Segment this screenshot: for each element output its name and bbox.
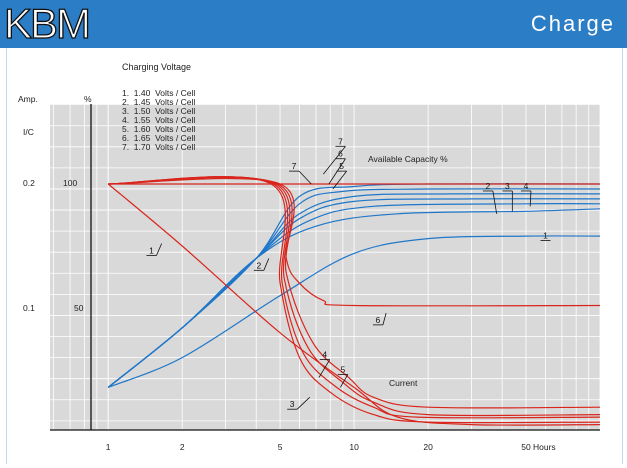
curve-label: 5 bbox=[339, 161, 344, 171]
chart-title: Charging Voltage bbox=[122, 62, 191, 72]
capacity-line-1 bbox=[107, 235, 601, 388]
curve-label-leader bbox=[332, 170, 347, 190]
curve-label-leader bbox=[263, 258, 270, 271]
curve-label: 6 bbox=[376, 315, 381, 325]
legend-item-2: 2. 1.45 Volts / Cell bbox=[122, 97, 195, 107]
current-annotation: Current bbox=[389, 378, 418, 388]
legend-item-4: 4. 1.55 Volts / Cell bbox=[122, 115, 195, 125]
curve-label: 1 bbox=[149, 245, 154, 255]
capacity-annotation: Available Capacity % bbox=[368, 154, 448, 164]
current-line-3 bbox=[108, 176, 601, 419]
y-left-tick-ic: I/C bbox=[23, 127, 34, 137]
x-tick-label: 50 bbox=[521, 442, 531, 452]
current-line-4 bbox=[108, 176, 601, 417]
curve-label: 7 bbox=[292, 161, 297, 171]
curve-label-leader bbox=[340, 374, 349, 388]
curve-label-leader bbox=[156, 243, 163, 256]
x-tick-label: 1 bbox=[106, 442, 111, 452]
x-axis-label: Hours bbox=[533, 442, 556, 452]
x-tick-label: 5 bbox=[278, 442, 283, 452]
legend-item-6: 6. 1.65 Volts / Cell bbox=[122, 133, 195, 143]
curve-label: 4 bbox=[524, 181, 529, 191]
y-left-tick-01: 0.1 bbox=[23, 303, 35, 313]
curve-label-leader bbox=[529, 190, 532, 207]
curve-label-leader bbox=[296, 396, 310, 410]
x-tick-label: 2 bbox=[180, 442, 185, 452]
y-left-label: Amp. bbox=[18, 94, 38, 104]
curve-label: 2 bbox=[486, 181, 491, 191]
curve-label-leader bbox=[323, 146, 346, 175]
header-bar: KBM Charge bbox=[0, 0, 627, 48]
current-curves bbox=[107, 176, 601, 426]
content-frame bbox=[6, 48, 623, 464]
curve-labels: 2 3 4 1 1 2 3 4 5 6 7 7 6 5 bbox=[146, 136, 551, 410]
curve-label: 3 bbox=[290, 399, 295, 409]
x-tick-labels: 1 2 5 10 20 50 bbox=[106, 442, 531, 452]
curve-label: 3 bbox=[505, 181, 510, 191]
curve-label: 1 bbox=[543, 231, 548, 241]
curve-label: 5 bbox=[340, 364, 345, 374]
y-left-tick-02: 0.2 bbox=[23, 178, 35, 188]
curve-label-leader bbox=[382, 312, 387, 325]
y-right-tick-100: 100 bbox=[63, 178, 77, 188]
curve-label: 2 bbox=[256, 260, 261, 270]
curve-label-leader bbox=[318, 359, 331, 378]
curve-label: 4 bbox=[322, 350, 327, 360]
legend-item-3: 3. 1.50 Volts / Cell bbox=[122, 106, 195, 116]
curve-label-leader bbox=[492, 190, 498, 214]
x-tick-label: 20 bbox=[423, 442, 433, 452]
current-line-1 bbox=[107, 183, 601, 426]
kbm-logo: KBM bbox=[3, 0, 91, 47]
page-title: Charge bbox=[530, 11, 615, 36]
legend-item-7: 7. 1.70 Volts / Cell bbox=[122, 142, 195, 152]
plot-background bbox=[50, 104, 600, 430]
x-tick-label: 10 bbox=[349, 442, 359, 452]
legend-item-1: 1. 1.40 Volts / Cell bbox=[122, 88, 195, 98]
capacity-curves bbox=[107, 183, 601, 388]
y-right-tick-50: 50 bbox=[74, 303, 84, 313]
curve-label-leader bbox=[298, 170, 312, 185]
curve-label: 6 bbox=[338, 149, 343, 159]
legend-item-5: 5. 1.60 Volts / Cell bbox=[122, 124, 195, 134]
curve-label: 7 bbox=[338, 136, 343, 146]
y-right-label: % bbox=[84, 94, 92, 104]
legend: 1. 1.40 Volts / Cell 2. 1.45 Volts / Cel… bbox=[122, 88, 195, 152]
current-line-6 bbox=[108, 177, 601, 307]
